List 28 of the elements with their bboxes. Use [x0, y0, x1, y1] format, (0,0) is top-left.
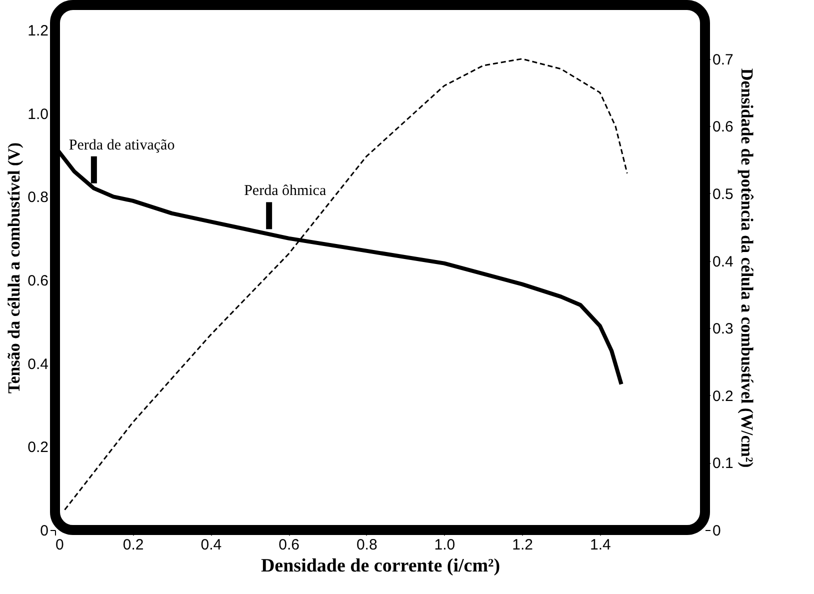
y-tick-label: 1.2 — [28, 22, 48, 40]
y-tick-label: 0.2 — [28, 439, 48, 456]
x-tick-label: 1.2 — [512, 536, 533, 554]
x-tick-label: 0.2 — [122, 536, 144, 554]
x-axis-title: Densidade de corrente (i/cm²) — [260, 556, 500, 576]
x-tick-label: 1.4 — [590, 536, 611, 554]
y-tick-label: 0.6 — [28, 272, 48, 290]
y-tick-label: 0 — [40, 522, 48, 540]
annotation: Perda de ativação — [68, 137, 175, 154]
y2-axis-title: Densidade de potência da célula a combustível (W/cm²) — [737, 68, 756, 468]
y-tick-label: 1.0 — [28, 106, 48, 123]
y2-tick-label: 0 — [712, 522, 721, 540]
x-tick-label: 0.6 — [278, 536, 300, 554]
y2-tick-label: 0.6 — [712, 118, 734, 136]
x-tick-label: 0.4 — [200, 536, 222, 554]
y-axis-title: Tensão da célula a combustível (V) — [4, 142, 24, 394]
x-tick-label: 0 — [56, 536, 64, 554]
y2-tick-label: 0.5 — [712, 186, 734, 203]
x-tick-label: 0.8 — [356, 536, 378, 554]
y-tick-label: 0.8 — [28, 189, 48, 206]
x-tick-label: 1.0 — [434, 536, 456, 554]
y2-tick-label: 0.3 — [712, 320, 734, 338]
y2-tick-label: 0.1 — [712, 455, 734, 472]
y2-tick-label: 0.4 — [712, 253, 734, 270]
y2-tick-label: 0.2 — [712, 388, 734, 405]
y2-tick-label: 0.7 — [712, 51, 734, 68]
y-tick-label: 0.4 — [28, 356, 48, 373]
annotation: Perda ôhmica — [244, 183, 326, 200]
